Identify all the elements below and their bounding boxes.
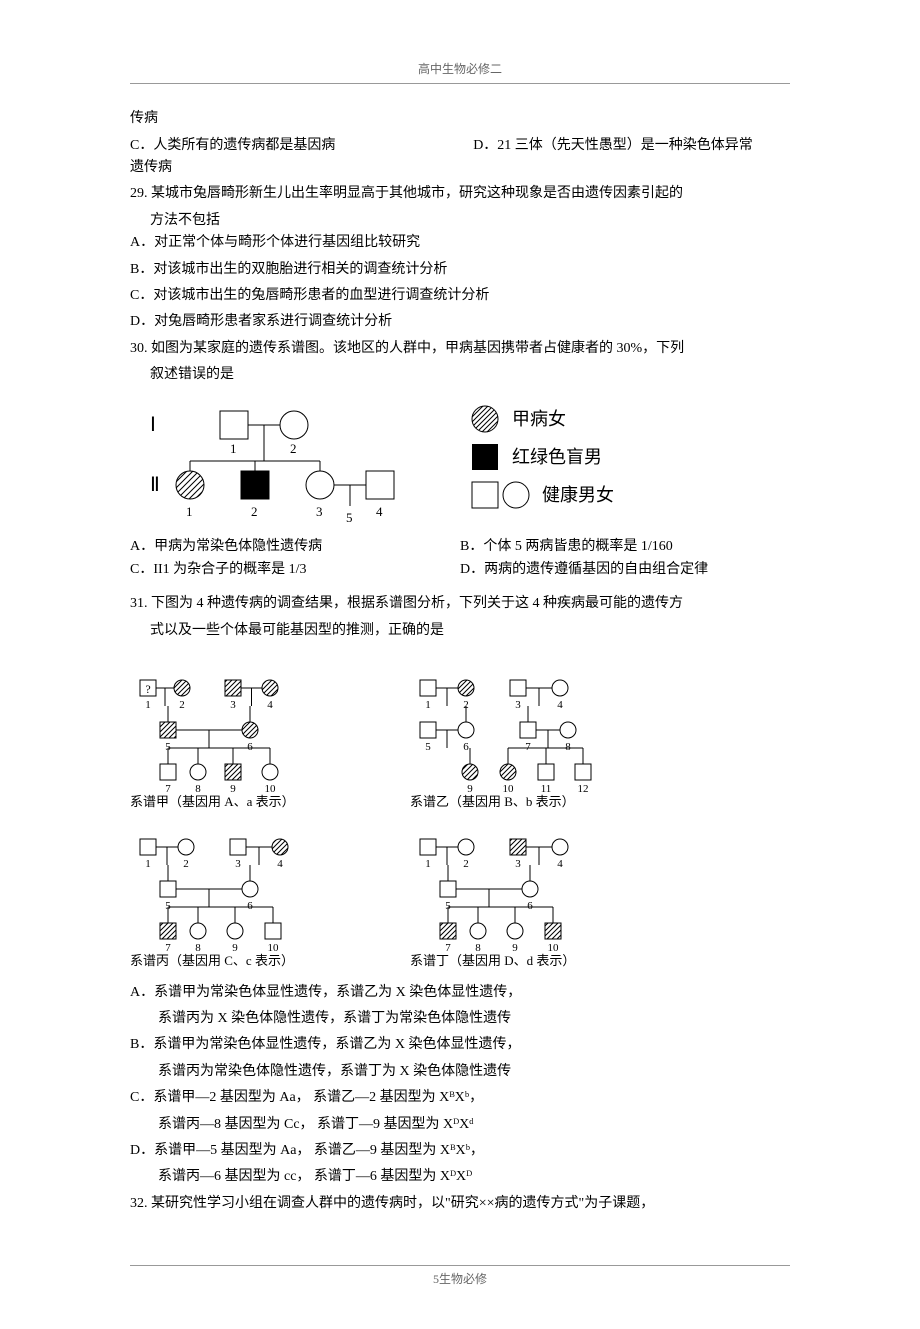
svg-text:12: 12 [578, 783, 589, 792]
q31-stem2: 式以及一些个体最可能基因型的推测，正确的是 [150, 620, 790, 642]
svg-text:2: 2 [179, 699, 185, 711]
q29-stem1: 29. 某城市兔唇畸形新生儿出生率明显高于其他城市，研究这种现象是否由遗传因素引… [130, 183, 790, 205]
q30-pedigree: Ⅰ 1 2 Ⅱ 1 2 3 [130, 396, 430, 526]
svg-text:1: 1 [145, 858, 151, 870]
svg-text:7: 7 [445, 942, 451, 951]
svg-text:8: 8 [475, 942, 481, 951]
legend-1: 甲病女 [512, 405, 566, 434]
svg-text:9: 9 [467, 783, 473, 792]
svg-text:1: 1 [186, 504, 193, 519]
svg-text:10: 10 [503, 783, 515, 792]
frag-optD: D．21 三体（先天性愚型）是一种染色体异常 [473, 135, 753, 157]
q30-B: B．个体 5 两病皆患的概率是 1/160 [460, 536, 790, 558]
legend-3: 健康男女 [542, 481, 614, 510]
svg-text:5: 5 [346, 510, 353, 525]
q29-stem2: 方法不包括 [150, 210, 790, 232]
q30-legend: 甲病女 红绿色盲男 健康男女 [470, 404, 614, 526]
q31-D1: D．系谱甲—5 基因型为 Aa， 系谱乙—9 基因型为 XᴮXᵇ， [130, 1140, 790, 1162]
svg-text:2: 2 [290, 441, 297, 456]
q30-stem2: 叙述错误的是 [150, 364, 790, 386]
svg-text:5: 5 [165, 741, 171, 753]
q31-pedigree-ding: 1 2 3 4 5 6 7 8 9 10 系谱丁（基因用 D、d 表示） [410, 831, 630, 972]
q31-pedigree-jia: ? 1 2 3 4 5 6 7 8 9 10 系谱甲（基因用 A、a 表示） [130, 672, 350, 813]
q29-D: D．对兔唇畸形患者家系进行调查统计分析 [130, 311, 790, 333]
legend-2: 红绿色盲男 [512, 443, 602, 472]
q29-C: C．对该城市出生的兔唇畸形患者的血型进行调查统计分析 [130, 285, 790, 307]
svg-text:8: 8 [195, 783, 201, 792]
svg-text:3: 3 [515, 699, 521, 711]
q31-A1: A．系谱甲为常染色体显性遗传，系谱乙为 X 染色体显性遗传， [130, 982, 790, 1004]
svg-text:9: 9 [512, 942, 518, 951]
svg-text:4: 4 [557, 699, 563, 711]
svg-text:6: 6 [247, 900, 253, 912]
q31-pedigree-bing: 1 2 3 4 5 6 7 8 9 10 系谱丙（基因用 C、c 表示） [130, 831, 350, 972]
svg-text:10: 10 [548, 942, 560, 951]
q30-D: D．两病的遗传遵循基因的自由组合定律 [460, 559, 790, 581]
q31-C1: C．系谱甲—2 基因型为 Aa， 系谱乙—2 基因型为 XᴮXᵇ， [130, 1087, 790, 1109]
page-header: 高中生物必修二 [130, 60, 790, 84]
svg-text:2: 2 [463, 699, 469, 711]
svg-text:9: 9 [230, 783, 236, 792]
svg-text:11: 11 [541, 783, 552, 792]
q31-B1: B．系谱甲为常染色体显性遗传，系谱乙为 X 染色体显性遗传， [130, 1034, 790, 1056]
frag-line3: 遗传病 [130, 157, 790, 179]
svg-text:4: 4 [267, 699, 273, 711]
q29-B: B．对该城市出生的双胞胎进行相关的调查统计分析 [130, 259, 790, 281]
q31-C2: 系谱丙—8 基因型为 Cc， 系谱丁—9 基因型为 XᴰXᵈ [158, 1114, 790, 1136]
svg-text:3: 3 [230, 699, 236, 711]
q31-cap2: 系谱乙（基因用 B、b 表示） [410, 792, 650, 813]
svg-text:5: 5 [165, 900, 171, 912]
q31-stem1: 31. 下图为 4 种遗传病的调查结果，根据系谱图分析，下列关于这 4 种疾病最… [130, 593, 790, 615]
svg-text:6: 6 [527, 900, 533, 912]
svg-text:8: 8 [565, 741, 571, 753]
svg-text:1: 1 [425, 858, 431, 870]
q30-stem1: 30. 如图为某家庭的遗传系谱图。该地区的人群中，甲病基因携带者占健康者的 30… [130, 338, 790, 360]
svg-text:10: 10 [265, 783, 277, 792]
q31-cap4: 系谱丁（基因用 D、d 表示） [410, 951, 630, 972]
svg-text:1: 1 [425, 699, 431, 711]
svg-text:6: 6 [463, 741, 469, 753]
svg-text:6: 6 [247, 741, 253, 753]
page-footer: 5生物必修 [130, 1265, 790, 1289]
q31-B2: 系谱丙为常染色体隐性遗传，系谱丁为 X 染色体隐性遗传 [158, 1061, 790, 1083]
svg-text:7: 7 [165, 942, 171, 951]
svg-text:7: 7 [165, 783, 171, 792]
svg-text:2: 2 [463, 858, 469, 870]
svg-text:5: 5 [445, 900, 451, 912]
svg-text:?: ? [145, 682, 150, 696]
svg-text:8: 8 [195, 942, 201, 951]
q31-A2: 系谱丙为 X 染色体隐性遗传，系谱丁为常染色体隐性遗传 [158, 1008, 790, 1030]
svg-text:4: 4 [277, 858, 283, 870]
gen2-label: Ⅱ [150, 474, 160, 496]
svg-text:3: 3 [235, 858, 241, 870]
q31-cap3: 系谱丙（基因用 C、c 表示） [130, 951, 350, 972]
q32-stem: 32. 某研究性学习小组在调查人群中的遗传病时，以"研究××病的遗传方式"为子课… [130, 1193, 790, 1215]
q31-D2: 系谱丙—6 基因型为 cc， 系谱丁—6 基因型为 XᴰXᴰ [158, 1166, 790, 1188]
svg-text:4: 4 [557, 858, 563, 870]
svg-text:1: 1 [145, 699, 151, 711]
svg-text:2: 2 [251, 504, 258, 519]
q31-pedigree-yi: 123456789101112 系谱乙（基因用 B、b 表示） [410, 672, 650, 813]
gen1-label: Ⅰ [150, 414, 156, 436]
frag-optC: C．人类所有的遗传病都是基因病 [130, 135, 473, 157]
frag-line: 传病 [130, 108, 790, 130]
svg-text:5: 5 [425, 741, 431, 753]
svg-text:4: 4 [376, 504, 383, 519]
svg-text:3: 3 [515, 858, 521, 870]
svg-text:3: 3 [316, 504, 323, 519]
q29-A: A．对正常个体与畸形个体进行基因组比较研究 [130, 232, 790, 254]
q31-cap1: 系谱甲（基因用 A、a 表示） [130, 792, 350, 813]
svg-text:9: 9 [232, 942, 238, 951]
svg-text:10: 10 [268, 942, 280, 951]
svg-text:7: 7 [525, 741, 531, 753]
q30-A: A．甲病为常染色体隐性遗传病 [130, 536, 460, 558]
svg-text:2: 2 [183, 858, 189, 870]
q30-C: C．II1 为杂合子的概率是 1/3 [130, 559, 460, 581]
svg-text:1: 1 [230, 441, 237, 456]
